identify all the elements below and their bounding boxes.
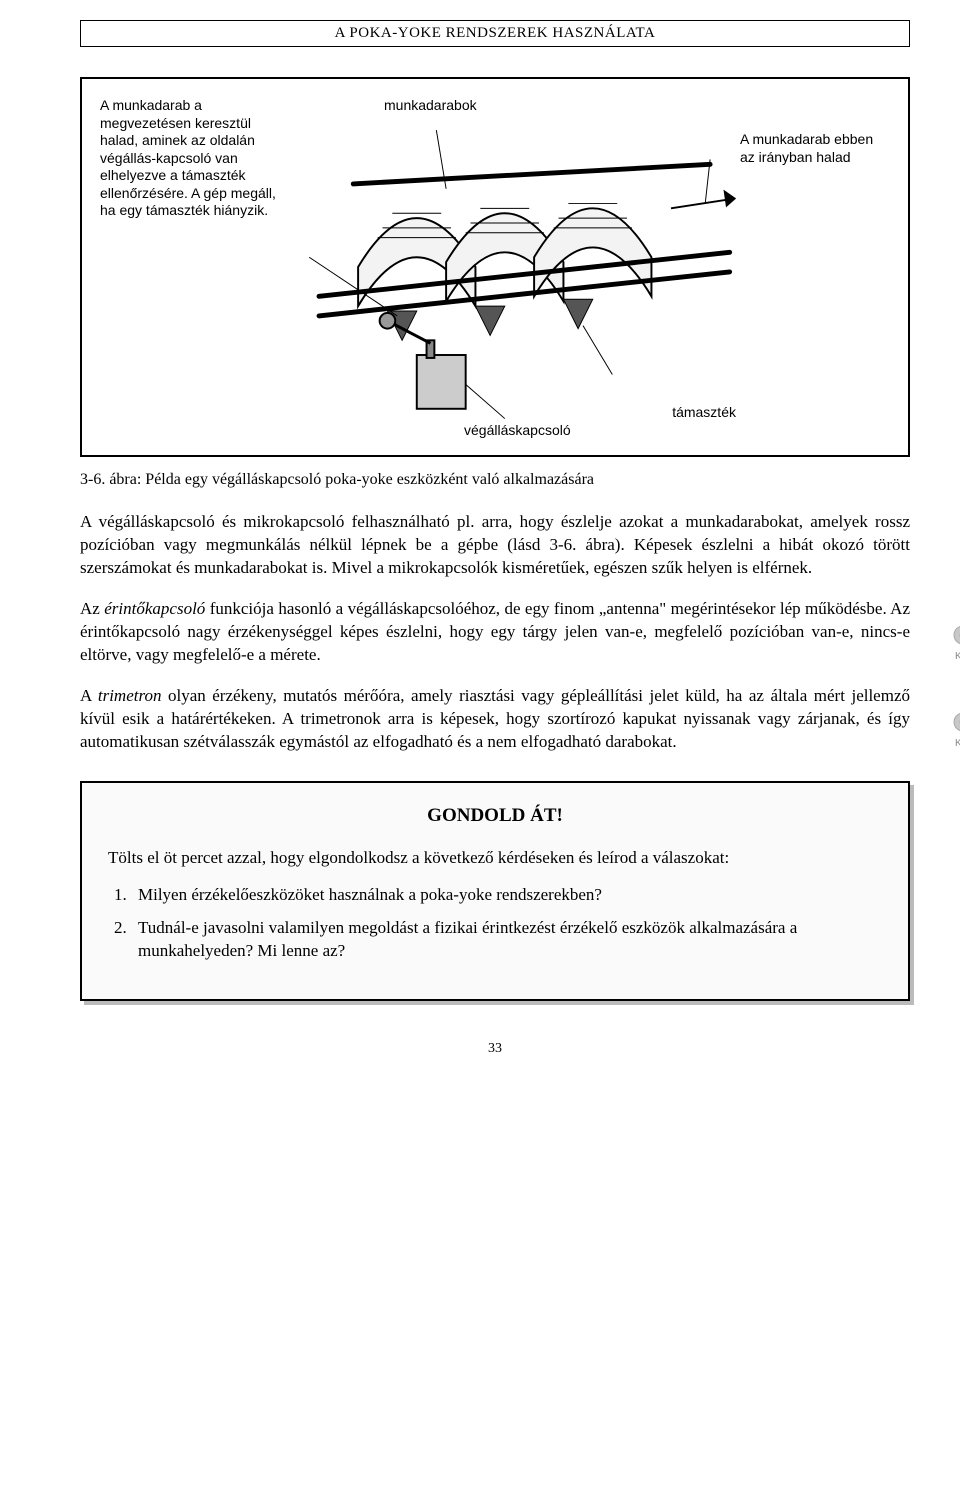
p2-post: funkciója hasonló a végálláskapcsolóéhoz… [80, 599, 910, 664]
paragraph-2: Az érintőkapcsoló funkciója hasonló a vé… [80, 598, 910, 667]
callout-title: GONDOLD ÁT! [108, 805, 882, 827]
margin-key-icon-2: Kulcsfogalom [930, 709, 960, 751]
margin-key-icon-1: Kulcsfogalom [930, 622, 960, 664]
callout-item-1: 1. Milyen érzékelőeszközöket használnak … [108, 884, 882, 907]
callout-intro: Tölts el öt percet azzal, hogy elgondolk… [108, 847, 882, 870]
paragraph-3: A trimetron olyan érzékeny, mutatós mérő… [80, 685, 910, 754]
diagram-label-support: támaszték [672, 404, 736, 422]
example-icon-label: Pl [930, 511, 960, 543]
paragraph-1-text: A végálláskapcsoló és mikrokapcsoló felh… [80, 512, 910, 577]
callout-item-1-text: Milyen érzékelőeszközöket használnak a p… [138, 884, 602, 907]
p3-post: olyan érzékeny, mutatós mérőóra, amely r… [80, 686, 910, 751]
p2-pre: Az [80, 599, 104, 618]
diagram-label-workpieces: munkadarabok [384, 97, 477, 115]
diagram-label-direction: A munkadarab ebben az irányban halad [740, 131, 890, 166]
think-about-box: GONDOLD ÁT! Tölts el öt percet azzal, ho… [80, 781, 910, 1001]
diagram-label-left: A munkadarab a megvezetésen keresztül ha… [100, 97, 290, 220]
paragraph-1: A végálláskapcsoló és mikrokapcsoló felh… [80, 511, 910, 580]
callout-item-2-num: 2. [114, 917, 138, 963]
p3-term: trimetron [98, 686, 162, 705]
callout-item-1-num: 1. [114, 884, 138, 907]
key-icon [949, 622, 960, 648]
key-icon [949, 709, 960, 735]
diagram-container: A munkadarab a megvezetésen keresztül ha… [94, 91, 896, 443]
figure-3-6: A munkadarab a megvezetésen keresztül ha… [80, 77, 910, 457]
example-icon-sub: Példa [930, 545, 960, 559]
diagram-label-switch: végálláskapcsoló [464, 422, 571, 440]
page-number: 33 [80, 1041, 910, 1057]
callout-item-2: 2. Tudnál-e javasolni valamilyen megoldá… [108, 917, 882, 963]
p2-term: érintőkapcsoló [104, 599, 205, 618]
callout-item-2-text: Tudnál-e javasolni valamilyen megoldást … [138, 917, 882, 963]
p3-pre: A [80, 686, 98, 705]
callout-list: 1. Milyen érzékelőeszközöket használnak … [108, 884, 882, 963]
margin-example-icon: Pl Példa [930, 511, 960, 559]
key-icon-sub-1: Kulcsfogalom [930, 650, 960, 664]
figure-caption: 3-6. ábra: Példa egy végálláskapcsoló po… [80, 471, 910, 489]
page-header: A POKA-YOKE RENDSZEREK HASZNÁLATA [80, 20, 910, 47]
key-icon-sub-2: Kulcsfogalom [930, 737, 960, 751]
